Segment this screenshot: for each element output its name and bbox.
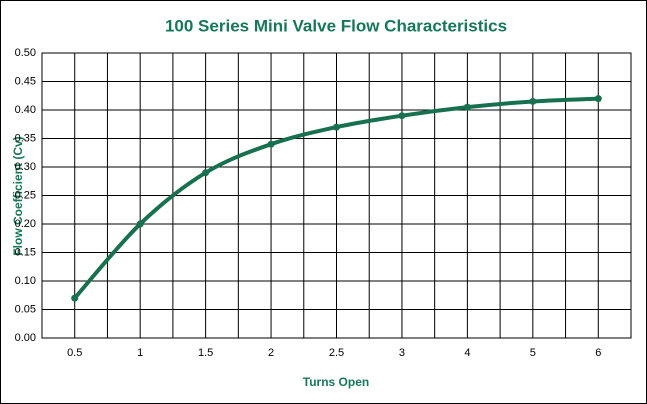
x-tick-label: 0.5 [67,347,82,359]
x-axis-title: Turns Open [303,375,369,389]
y-tick-label: 0.30 [15,161,36,173]
x-tick-label: 6 [595,347,601,359]
point [267,140,275,148]
y-tick-label: 0.20 [15,218,36,230]
y-tick-label: 0.40 [15,104,36,116]
chart-title: 100 Series Mini Valve Flow Characteristi… [165,16,507,35]
y-tick-label: 0.25 [15,189,36,201]
x-tick-label: 1 [137,347,143,359]
y-tick-label: 0.05 [15,303,36,315]
point [136,220,144,228]
x-tick-label: 2 [268,347,274,359]
y-tick-label: 0.00 [15,332,36,344]
y-axis-title: Flow Coefficient (Cv) [11,136,25,255]
point [333,123,340,131]
y-tick-label: 0.35 [15,132,36,144]
point [71,294,79,302]
y-tick-label: 0.15 [15,246,36,258]
point [529,97,537,105]
point [463,103,471,111]
x-tick-label: 3 [399,347,405,359]
x-tick-label: 4 [464,347,470,359]
point [202,169,210,177]
point [594,95,602,103]
x-tick-label: 2.5 [329,347,344,359]
x-tick-label: 1.5 [198,347,213,359]
point [398,112,406,120]
x-tick-label: 5 [530,347,536,359]
y-tick-label: 0.10 [15,275,36,287]
y-tick-label: 0.50 [15,47,36,59]
y-tick-label: 0.45 [15,75,36,87]
